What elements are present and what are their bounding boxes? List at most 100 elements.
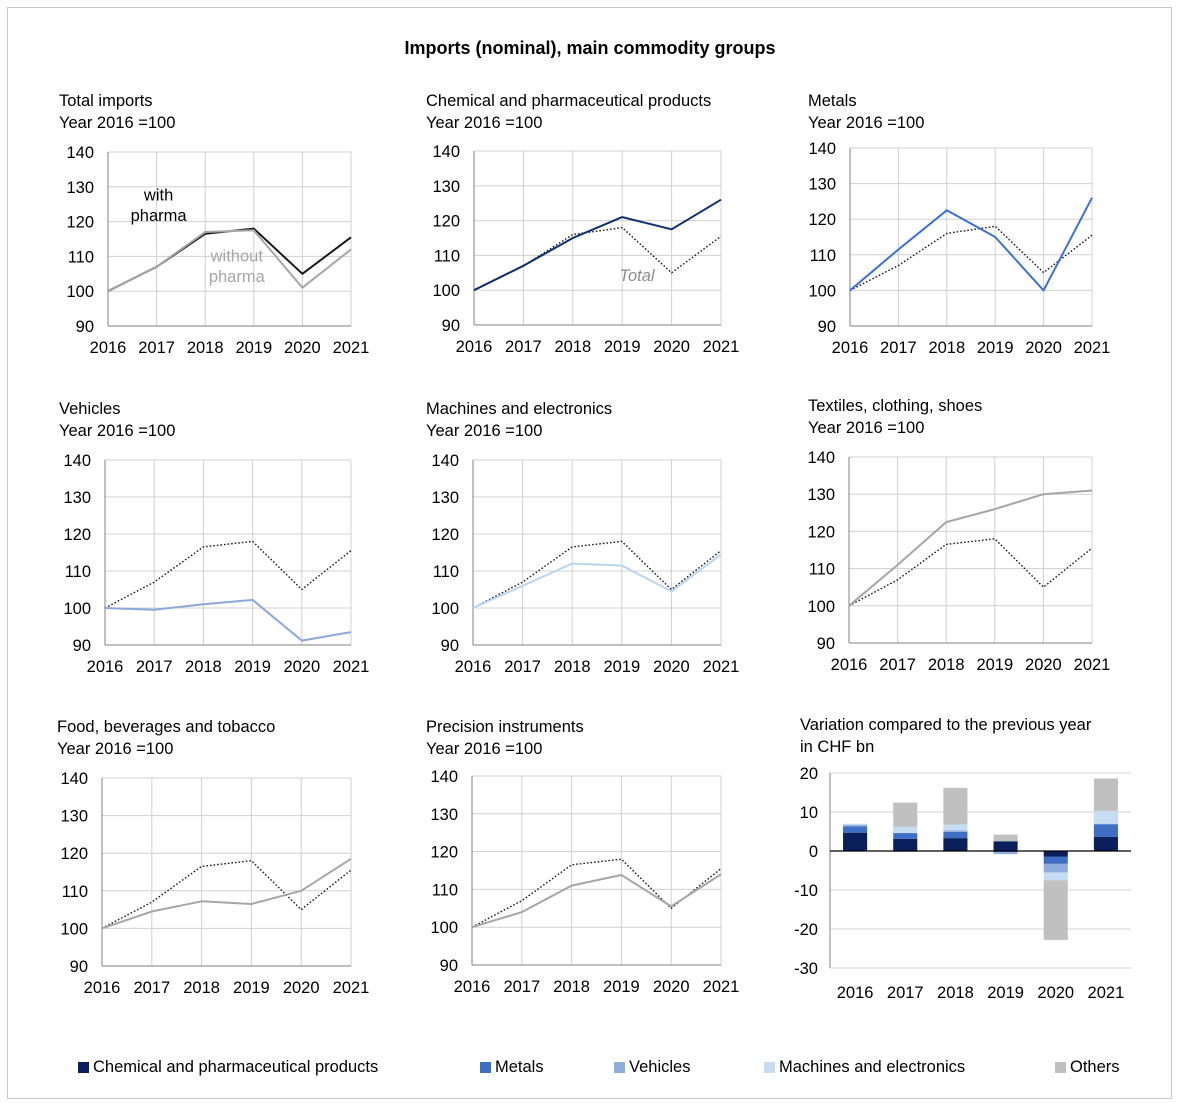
panel-subtitle-text: Year 2016 =100 — [57, 740, 174, 758]
bar-segment — [943, 838, 968, 851]
x-tick-label: 2016 — [832, 339, 869, 357]
y-tick-label: 130 — [430, 806, 458, 824]
x-tick-label: 2016 — [455, 658, 492, 676]
textiles-chart: 90 100 110 120 130 140 2016 2017 2018 2019 2020 202… — [807, 449, 1110, 674]
y-tick-label: 100 — [807, 598, 835, 616]
y-tick-label: 10 — [800, 804, 818, 822]
metals-chart: 90 100 110 120 130 140 2016 2017 2018 2019 2020 202… — [808, 140, 1110, 357]
x-tick-label: 2019 — [603, 658, 640, 676]
y-tick-label: 110 — [65, 563, 91, 581]
x-tick-label: 2021 — [1074, 339, 1111, 357]
total-imports-chart: 90 100 110 120 130 140 2016 2017 2018 2019 2020 202… — [66, 144, 370, 357]
x-tick-label: 2018 — [928, 656, 965, 674]
x-tick-label: 2020 — [653, 978, 690, 996]
y-tick-label: 140 — [63, 452, 91, 470]
y-tick-label: 100 — [430, 919, 458, 937]
panel-title-text: Food, beverages and tobacco — [57, 718, 276, 736]
y-tick-label: 90 — [76, 318, 94, 336]
x-tick-label: 2019 — [235, 339, 272, 357]
bar-segment — [943, 830, 968, 832]
panel-title-textiles: Textiles, clothing, shoes Year 2016 =100 — [808, 395, 982, 439]
panel-subtitle-text: Year 2016 =100 — [426, 422, 543, 440]
x-tick-label: 2021 — [333, 658, 370, 676]
series-line — [473, 198, 722, 292]
plot-area: 90 100 110 120 130 140 2016 2017 2018 2019 2020 202… — [807, 449, 1110, 674]
legend: Chemical and pharmaceutical products Met… — [0, 1058, 1180, 1082]
panel-subtitle-text: Year 2016 =100 — [59, 114, 176, 132]
panel-title-vehicles: Vehicles Year 2016 =100 — [59, 398, 175, 442]
y-tick-label: 140 — [430, 768, 458, 786]
y-tick-label: 120 — [66, 214, 94, 232]
x-tick-label: 2017 — [136, 658, 173, 676]
legend-swatch — [1055, 1062, 1066, 1073]
legend-swatch — [78, 1062, 89, 1073]
legend-label: Metals — [495, 1058, 544, 1076]
y-tick-label: 120 — [807, 523, 835, 541]
plot-area: 90 100 110 120 130 140 2016 2017 2018 2019 2020 202… — [431, 452, 739, 676]
y-tick-label: -10 — [794, 882, 818, 900]
x-tick-label: 2017 — [503, 978, 540, 996]
series-line — [848, 489, 1093, 607]
panel-title-text: Total imports — [59, 92, 153, 110]
y-tick-label: 100 — [60, 920, 88, 938]
series-line — [107, 229, 352, 293]
x-tick-label: 2019 — [604, 338, 641, 356]
bar-segment — [943, 824, 968, 831]
x-tick-label: 2021 — [333, 979, 370, 997]
x-tick-label: 2020 — [1025, 339, 1062, 357]
plot-area: 90 100 110 120 130 140 2016 2017 2018 2019 2020 202… — [63, 452, 369, 676]
panel-title-machines: Machines and electronics Year 2016 =100 — [426, 398, 612, 442]
x-tick-label: 2018 — [553, 978, 590, 996]
panel-subtitle-text: Year 2016 =100 — [59, 422, 176, 440]
legend-item-vehicles: Vehicles — [614, 1058, 690, 1077]
y-tick-label: 120 — [431, 526, 459, 544]
y-tick-label: 120 — [430, 844, 458, 862]
plot-area: 90 100 110 120 130 140 2016 2017 2018 2019 2020 202… — [808, 140, 1110, 357]
x-tick-label: 2021 — [703, 658, 740, 676]
panel-subtitle-text: in CHF bn — [800, 738, 875, 756]
y-tick-label: 110 — [809, 561, 835, 579]
total-reference-line — [101, 859, 352, 930]
x-tick-label: 2021 — [1088, 984, 1125, 1002]
y-tick-label: 100 — [431, 600, 459, 618]
plot-area: 90 100 110 120 130 140 2016 2017 2018 2019 2020 202… — [430, 768, 739, 996]
bar-segment — [1043, 856, 1068, 864]
y-tick-label: 110 — [68, 248, 94, 266]
total-reference-line — [473, 226, 722, 291]
series-annotation: Total — [619, 267, 656, 285]
x-tick-label: 2018 — [185, 658, 222, 676]
x-tick-label: 2017 — [505, 338, 542, 356]
bar-segment — [943, 787, 968, 825]
x-tick-label: 2021 — [333, 339, 370, 357]
x-tick-label: 2018 — [187, 339, 224, 357]
panel-title-metals: Metals Year 2016 =100 — [808, 90, 924, 134]
legend-label: Others — [1070, 1058, 1120, 1076]
panel-title-text: Variation compared to the previous year — [800, 716, 1092, 734]
x-tick-label: 2019 — [233, 979, 270, 997]
x-tick-label: 2019 — [234, 658, 271, 676]
panel-title-text: Chemical and pharmaceutical products — [426, 92, 712, 110]
y-tick-label: 0 — [809, 843, 818, 861]
y-tick-label: 90 — [440, 957, 458, 975]
x-tick-label: 2020 — [283, 979, 320, 997]
y-tick-label: -20 — [794, 921, 818, 939]
legend-item-metals: Metals — [480, 1058, 544, 1077]
panel-title-chemical: Chemical and pharmaceutical products Yea… — [426, 90, 711, 134]
total-reference-line — [471, 858, 722, 928]
legend-swatch — [480, 1062, 491, 1073]
bar-segment — [993, 841, 1018, 851]
y-tick-label: 130 — [807, 486, 835, 504]
series-annotation: with — [143, 187, 173, 205]
panel-subtitle-text: Year 2016 =100 — [426, 114, 543, 132]
panel-title-text: Metals — [808, 92, 857, 110]
vehicles-chart: 90 100 110 120 130 140 2016 2017 2018 2019 2020 202… — [63, 452, 369, 676]
x-tick-label: 2018 — [183, 979, 220, 997]
legend-item-chemical: Chemical and pharmaceutical products — [78, 1058, 378, 1077]
bar-segment — [993, 852, 1018, 855]
y-tick-label: 90 — [442, 317, 460, 335]
series-annotation: pharma — [131, 207, 188, 225]
total-reference-line — [849, 225, 1093, 292]
bar-segment — [1093, 824, 1118, 837]
legend-label: Vehicles — [629, 1058, 691, 1076]
panel-title-text: Precision instruments — [426, 718, 584, 736]
